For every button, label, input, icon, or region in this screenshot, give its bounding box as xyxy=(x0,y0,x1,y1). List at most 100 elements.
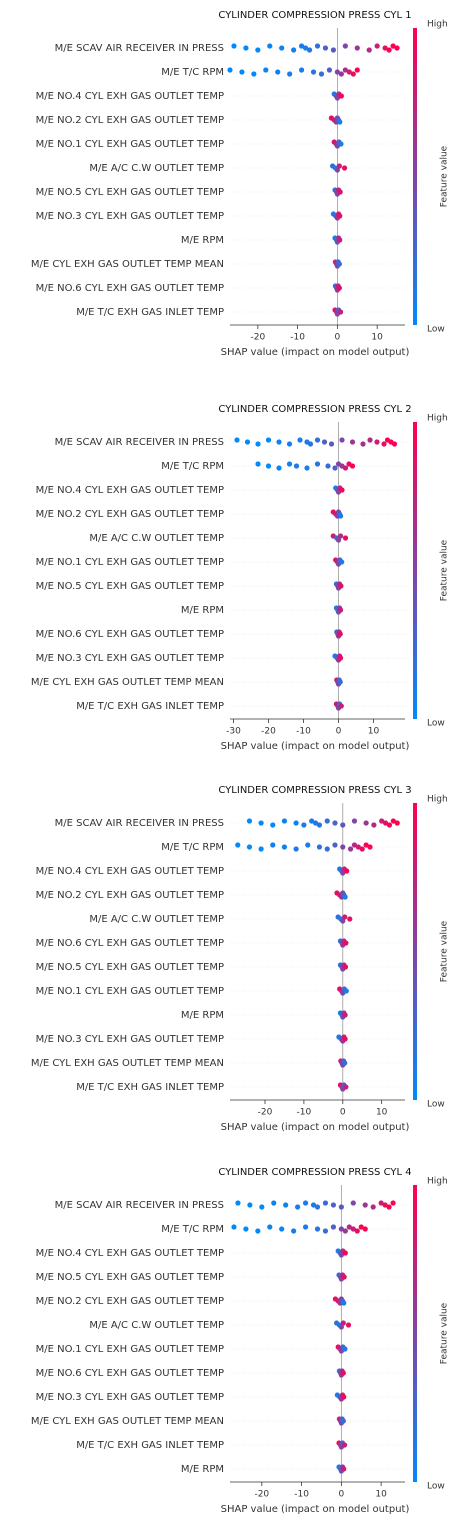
shap-point xyxy=(330,1224,337,1230)
shap-point xyxy=(338,1252,344,1258)
feature-label: M/E SCAV AIR RECEIVER IN PRESS xyxy=(55,43,224,54)
colorbar-label: Feature value xyxy=(440,920,450,982)
shap-point xyxy=(243,45,249,51)
shap-point xyxy=(340,1370,346,1376)
shap-point xyxy=(341,165,348,171)
shap-point xyxy=(351,818,358,824)
shap-point xyxy=(340,1418,346,1424)
shap-point xyxy=(337,119,343,125)
shap-point xyxy=(336,285,342,291)
shap-point xyxy=(355,844,361,850)
shap-point xyxy=(354,1228,360,1234)
shap-point xyxy=(342,1250,348,1256)
shap-point xyxy=(374,43,380,49)
shap-point xyxy=(341,1466,347,1472)
shap-point xyxy=(338,71,344,77)
feature-label: M/E NO.1 CYL EXH GAS OUTLET TEMP xyxy=(36,557,224,568)
shap-point xyxy=(338,1226,344,1232)
shap-point xyxy=(247,1202,253,1208)
feature-label: M/E A/C C.W OUTLET TEMP xyxy=(89,533,224,544)
feature-label: M/E A/C C.W OUTLET TEMP xyxy=(89,914,224,925)
shap-point xyxy=(332,842,338,848)
shap-point xyxy=(316,822,323,828)
shap-point xyxy=(321,439,328,445)
colorbar-label: Feature value xyxy=(440,145,450,207)
feature-label: M/E NO.3 CYL EXH GAS OUTLET TEMP xyxy=(36,211,224,222)
chart-title: CYLINDER COMPRESSION PRESS CYL 3 xyxy=(218,785,411,796)
shap-point xyxy=(235,842,241,848)
shap-point xyxy=(354,67,360,73)
shap-point xyxy=(367,437,373,443)
x-tick-label: -10 xyxy=(294,1490,309,1500)
shap-point xyxy=(379,818,385,824)
shap-point xyxy=(345,1322,352,1328)
shap-point xyxy=(337,213,343,219)
shap-point xyxy=(338,513,344,519)
shap-point xyxy=(259,1204,265,1210)
shap-point xyxy=(267,43,273,49)
feature-label: M/E NO.5 CYL EXH GAS OUTLET TEMP xyxy=(36,1272,224,1283)
shap-point xyxy=(381,441,387,447)
x-tick-label: 0 xyxy=(340,1108,346,1118)
shap-point xyxy=(337,679,343,685)
shap-point xyxy=(367,844,373,850)
shap-point xyxy=(390,818,396,824)
shap-point xyxy=(342,465,349,471)
shap-point xyxy=(258,846,264,852)
shap-point xyxy=(390,43,396,49)
feature-label: M/E NO.1 CYL EXH GAS OUTLET TEMP xyxy=(36,139,224,150)
feature-label: M/E NO.6 CYL EXH GAS OUTLET TEMP xyxy=(36,629,224,640)
shap-point xyxy=(338,703,344,709)
feature-label: M/E CYL EXH GAS OUTLET TEMP MEAN xyxy=(31,1416,224,1427)
shap-point xyxy=(314,461,321,467)
shap-point xyxy=(338,655,344,661)
shap-point xyxy=(340,844,346,850)
colorbar-high: High xyxy=(427,795,448,805)
shap-point xyxy=(314,1204,321,1210)
x-axis-label: SHAP value (impact on model output) xyxy=(221,347,410,358)
shap-point xyxy=(343,940,349,946)
shap-point xyxy=(341,1394,347,1400)
shap-point xyxy=(391,441,398,447)
feature-label: M/E T/C RPM xyxy=(161,461,224,472)
shap-point xyxy=(338,1324,344,1330)
shap-point xyxy=(328,441,335,447)
shap-point xyxy=(340,1320,346,1326)
shap-point xyxy=(324,818,330,824)
feature-label: M/E CYL EXH GAS OUTLET TEMP MEAN xyxy=(31,1058,224,1069)
x-tick-label: 10 xyxy=(368,727,380,737)
shap-point xyxy=(340,870,346,876)
feature-label: M/E NO.2 CYL EXH GAS OUTLET TEMP xyxy=(36,1296,224,1307)
feature-label: M/E NO.5 CYL EXH GAS OUTLET TEMP xyxy=(36,581,224,592)
shap-point xyxy=(363,842,369,848)
shap-point xyxy=(326,67,333,73)
shap-point xyxy=(322,1200,329,1206)
shap-point xyxy=(265,437,272,443)
feature-label: M/E NO.4 CYL EXH GAS OUTLET TEMP xyxy=(36,1248,224,1259)
feature-label: M/E NO.3 CYL EXH GAS OUTLET TEMP xyxy=(36,653,224,664)
chart-title: CYLINDER COMPRESSION PRESS CYL 4 xyxy=(218,1167,411,1178)
shap-point xyxy=(310,69,317,75)
feature-label: M/E T/C EXH GAS INLET TEMP xyxy=(76,701,224,712)
shap-point xyxy=(370,1204,376,1210)
shap-point xyxy=(337,309,344,315)
shap-point xyxy=(336,163,342,169)
shap-point xyxy=(301,822,307,828)
shap-point xyxy=(267,1224,273,1230)
x-tick-label: 0 xyxy=(335,333,341,343)
shap-point xyxy=(279,45,285,51)
shap-point xyxy=(255,441,261,447)
x-tick-label: -20 xyxy=(258,1108,273,1118)
feature-label: M/E T/C RPM xyxy=(161,842,224,853)
shap-point xyxy=(271,1200,277,1206)
feature-label: M/E T/C RPM xyxy=(161,67,224,78)
shap-point xyxy=(343,1084,349,1090)
colorbar-high: High xyxy=(427,414,448,424)
feature-label: M/E SCAV AIR RECEIVER IN PRESS xyxy=(55,1200,224,1211)
shap-point xyxy=(390,1200,396,1206)
shap-point xyxy=(298,67,305,73)
shap-point xyxy=(270,842,276,848)
x-tick-label: 10 xyxy=(375,1490,387,1500)
colorbar-high: High xyxy=(427,1177,448,1187)
